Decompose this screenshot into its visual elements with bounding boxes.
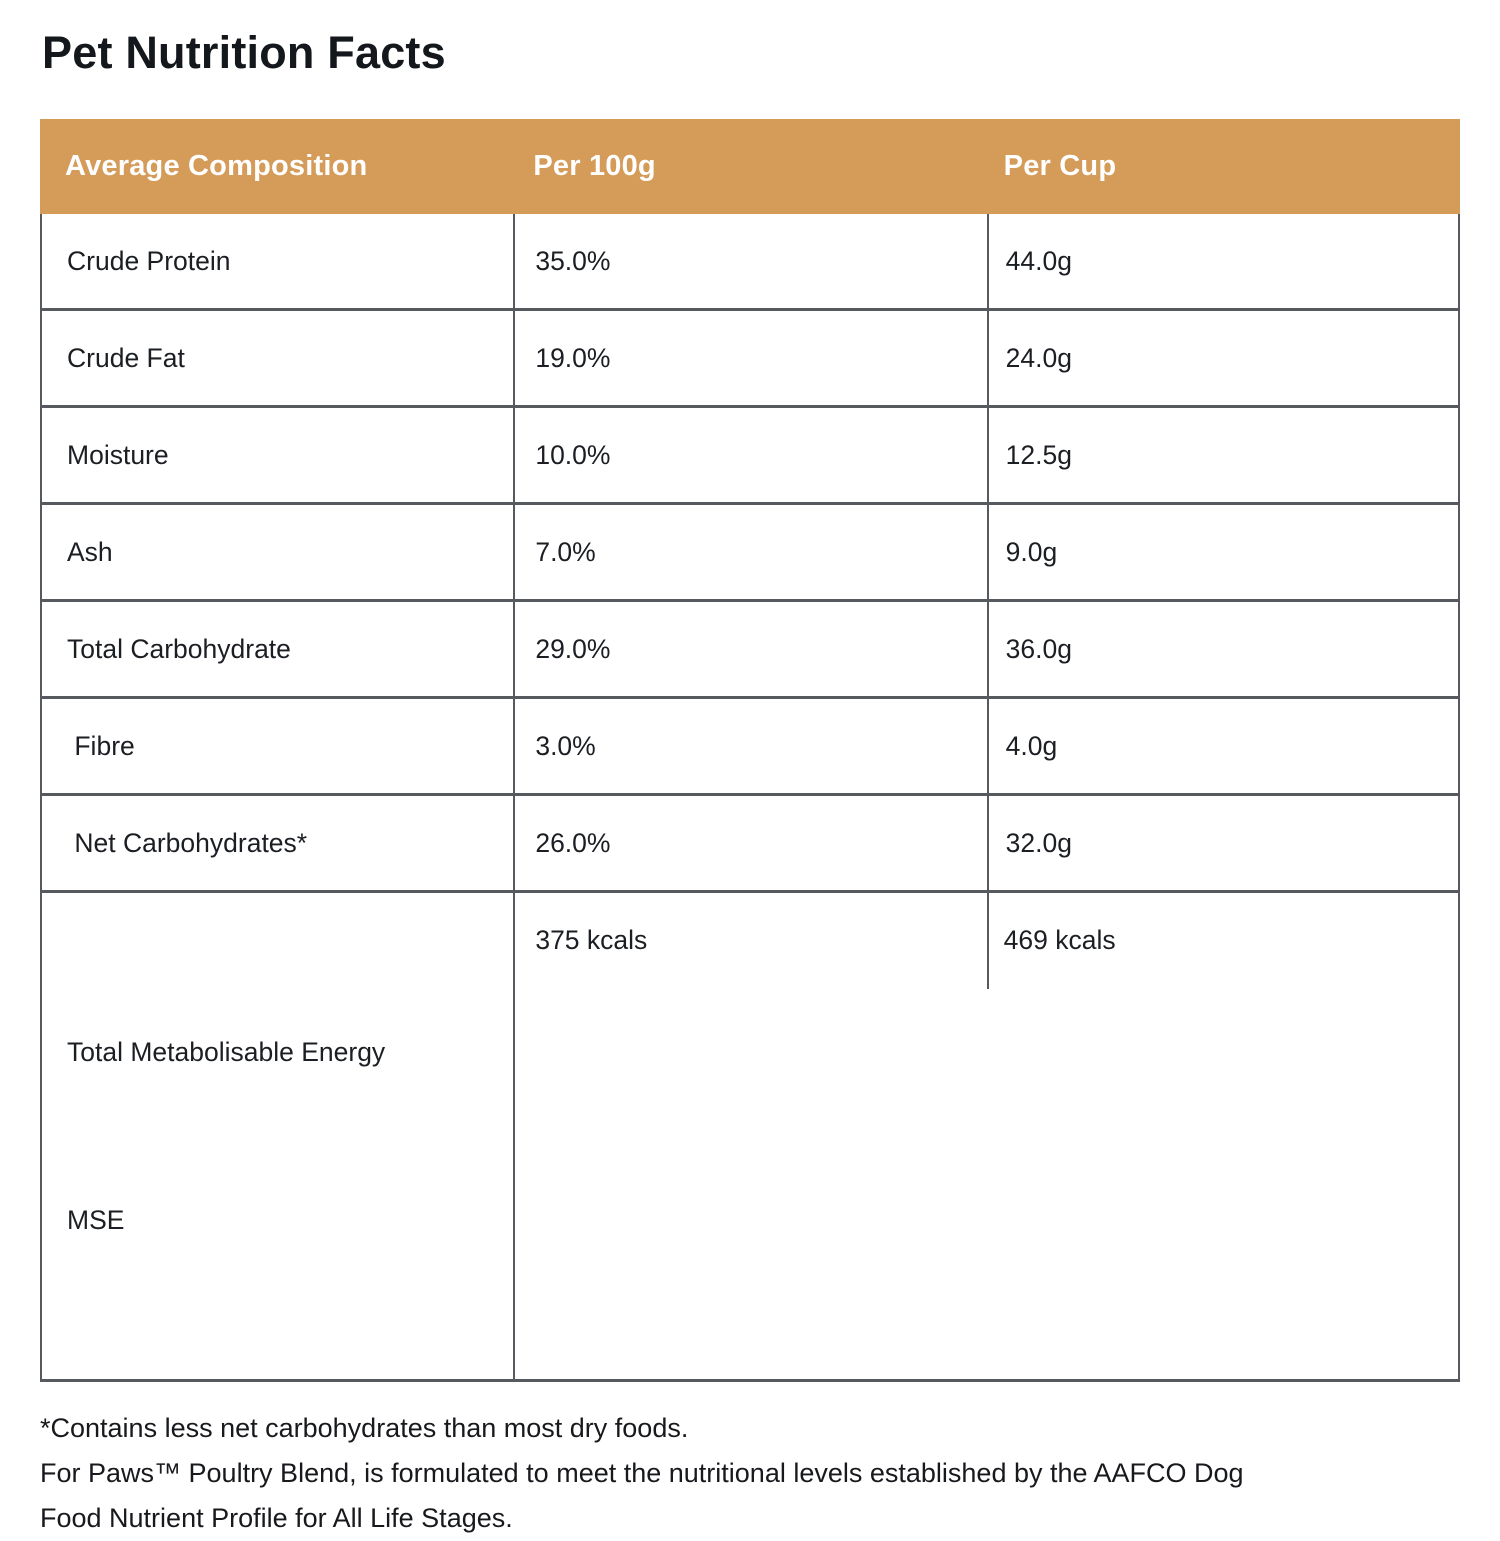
footnote-aafco-line1: For Paws™ Poultry Blend, is formulated t…	[40, 1457, 1244, 1488]
table-row-crude-protein: Crude Protein 35.0% 44.0g	[40, 213, 1460, 308]
row-label: Ash	[40, 501, 514, 599]
footnote-aafco-line2: Food Nutrient Profile for All Life Stage…	[40, 1502, 513, 1533]
row-label: Moisture	[40, 404, 514, 502]
table-row-total-carbohydrate: Total Carbohydrate 29.0% 36.0g	[40, 598, 1460, 696]
table-row-net-carbohydrates: Net Carbohydrates* 26.0% 32.0g	[40, 792, 1460, 890]
value-per-100g: 3.0%	[513, 695, 987, 793]
table-row-total-metabolisable-energy: Total Metabolisable Energy MSE 375 kcals…	[40, 889, 1460, 1382]
value-per-cup: 32.0g	[986, 792, 1460, 890]
value-per-100g: 10.0%	[513, 404, 987, 502]
column-header-per-cup: Per Cup	[986, 118, 1460, 214]
row-label-line2: MSE	[67, 1204, 125, 1235]
row-label: Crude Fat	[40, 307, 514, 405]
table-row-ash: Ash 7.0% 9.0g	[40, 501, 1460, 599]
row-label: Total Metabolisable Energy MSE	[40, 889, 514, 1382]
value-per-100g: 7.0%	[513, 501, 987, 599]
row-label: Crude Protein	[40, 213, 514, 308]
value-per-cup: 36.0g	[986, 598, 1460, 696]
page-title: Pet Nutrition Facts	[42, 27, 446, 78]
value-per-100g: 29.0%	[513, 598, 987, 696]
value-per-cup: 9.0g	[986, 501, 1460, 599]
value-per-cup: 24.0g	[986, 307, 1460, 405]
table-row-fibre: Fibre 3.0% 4.0g	[40, 695, 1460, 793]
header-row: Average Composition Per 100g Per Cup	[40, 118, 1460, 214]
row-label-line1: Total Metabolisable Energy	[67, 1036, 386, 1067]
footnote-net-carbs: *Contains less net carbohydrates than mo…	[40, 1412, 689, 1443]
value-per-cup: 4.0g	[986, 695, 1460, 793]
value-per-100g: 375 kcals	[513, 889, 987, 1382]
row-label: Net Carbohydrates*	[40, 792, 514, 890]
footnotes: *Contains less net carbohydrates than mo…	[40, 1406, 1460, 1541]
nutrition-facts-table: Average Composition Per 100g Per Cup Cru…	[40, 118, 1460, 1382]
column-header-average-composition: Average Composition	[40, 118, 514, 214]
table-row-crude-fat: Crude Fat 19.0% 24.0g	[40, 307, 1460, 405]
value-per-cup: 12.5g	[986, 404, 1460, 502]
value-per-cup: 44.0g	[986, 213, 1460, 308]
value-per-100g: 35.0%	[513, 213, 987, 308]
row-label: Total Carbohydrate	[40, 598, 514, 696]
column-header-per-100g: Per 100g	[513, 118, 987, 214]
table-row-moisture: Moisture 10.0% 12.5g	[40, 404, 1460, 502]
value-per-100g: 26.0%	[513, 792, 987, 890]
value-per-100g: 19.0%	[513, 307, 987, 405]
row-label: Fibre	[40, 695, 514, 793]
value-per-cup: 469 kcals	[986, 889, 1460, 1382]
